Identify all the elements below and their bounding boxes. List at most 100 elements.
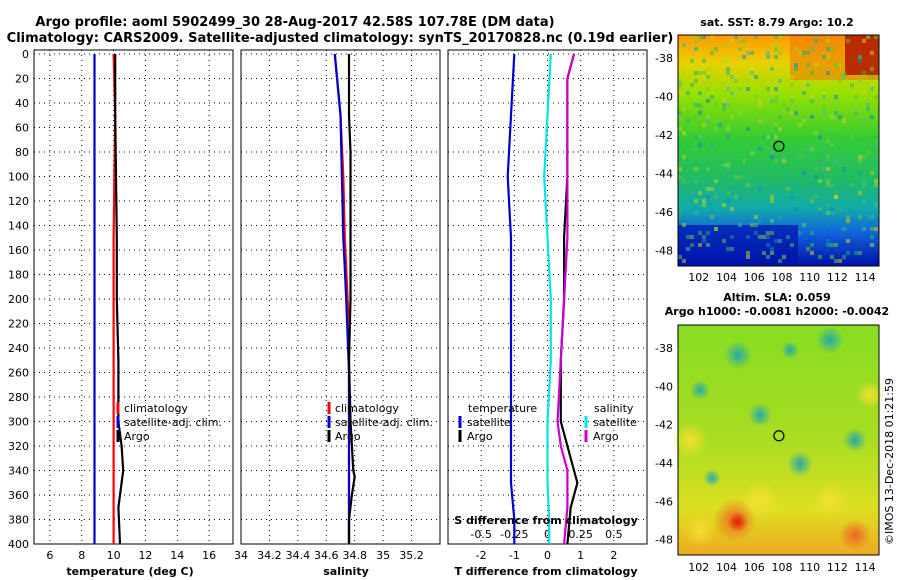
sst-pixel [866, 35, 870, 39]
sst-pixel [774, 239, 778, 243]
map-lon-tick: 114 [855, 271, 876, 284]
sst-pixel [826, 223, 830, 227]
sla-map-title2: Argo h1000: -0.0081 h2000: -0.0042 [665, 305, 889, 318]
sst-pixel [822, 107, 826, 111]
x-tick-label: 14 [170, 549, 184, 562]
x-tick-label: 10 [107, 549, 121, 562]
sst-pixel [874, 203, 878, 207]
x-tick-label: 34.4 [286, 549, 311, 562]
sst-pixel [782, 155, 786, 159]
depth-tick-label: 180 [8, 269, 29, 282]
legend-label: Argo [593, 430, 619, 443]
sst-pixel [722, 239, 726, 243]
sst-pixel [706, 75, 710, 79]
sst-pixel [770, 67, 774, 71]
sst-pixel [830, 115, 834, 119]
sst-pixel [726, 191, 730, 195]
sst-pixel [710, 187, 714, 191]
sst-pixel [854, 139, 858, 143]
sst-pixel [702, 75, 706, 79]
sst-pixel [710, 215, 714, 219]
sst-pixel [766, 87, 770, 91]
sst-pixel [750, 151, 754, 155]
depth-tick-label: 40 [15, 97, 29, 110]
temperature-legend: climatology satellite-adj. clim. Argo [116, 402, 222, 443]
map-lon-tick: 104 [716, 271, 737, 284]
sst-pixel [678, 75, 682, 79]
sst-pixel [706, 195, 710, 199]
map-lat-tick: -46 [655, 206, 673, 219]
sst-pixel [826, 203, 830, 207]
sst-pixel [766, 243, 770, 247]
difference-xlabel-top: S difference from climatology [454, 514, 638, 527]
sst-pixel [734, 35, 738, 39]
sst-pixel [698, 243, 702, 247]
eddy-yellow [672, 422, 708, 458]
sst-pixel [722, 103, 726, 107]
sst-pixel [678, 79, 682, 83]
sst-pixel [702, 239, 706, 243]
sst-pixel [850, 131, 854, 135]
sst-pixel [790, 111, 794, 115]
sst-pixel [810, 115, 814, 119]
sst-pixel [874, 135, 878, 139]
sst-pixel [734, 79, 738, 83]
sst-pixel [806, 247, 810, 251]
sst-pixel [790, 243, 794, 247]
sst-pixel [726, 43, 730, 47]
sst-pixel [834, 159, 838, 163]
sst-pixel [754, 215, 758, 219]
sst-pixel [794, 47, 798, 51]
sst-pixel [810, 95, 814, 99]
sst-pixel [766, 135, 770, 139]
sst-map-frame [677, 34, 880, 267]
sst-pixel [774, 55, 778, 59]
sst-pixel [830, 127, 834, 131]
sst-pixel [694, 199, 698, 203]
sst-pixel [746, 235, 750, 239]
sst-pixel [858, 79, 862, 83]
sst-pixel [822, 95, 826, 99]
eddy-cyan [724, 341, 752, 369]
sst-pixel [726, 87, 730, 91]
sst-pixel [726, 135, 730, 139]
sst-pixel [858, 159, 862, 163]
sst-pixel [698, 103, 702, 107]
sst-pixel [870, 51, 874, 55]
sst-pixel [722, 99, 726, 103]
sst-pixel [858, 251, 862, 255]
sst-pixel [758, 147, 762, 151]
sst-pixel [778, 175, 782, 179]
legend-label: satellite [467, 416, 511, 429]
sst-pixel [714, 127, 718, 131]
sst-pixel [810, 195, 814, 199]
sst-pixel [830, 255, 834, 259]
depth-tick-label: 280 [8, 391, 29, 404]
sst-pixel [722, 123, 726, 127]
sst-pixel [774, 47, 778, 51]
sst-pixel [814, 63, 818, 67]
sst-pixel [806, 147, 810, 151]
sst-pixel [790, 179, 794, 183]
sst-pixel [862, 119, 866, 123]
sst-pixel [702, 35, 706, 39]
sst-pixel [862, 39, 866, 43]
copyright-stamp: ©IMOS 13-Dec-2018 01:21:59 [883, 378, 896, 545]
sst-pixel [678, 167, 682, 171]
sst-pixel [858, 155, 862, 159]
sst-pixel [722, 91, 726, 95]
sst-pixel [738, 175, 742, 179]
sst-pixel [694, 39, 698, 43]
sst-pixel [686, 91, 690, 95]
eddy-cyan [703, 469, 721, 487]
sst-pixel [786, 235, 790, 239]
sst-pixel [862, 183, 866, 187]
sst-pixel [814, 39, 818, 43]
sst-pixel [810, 47, 814, 51]
sst-pixel [866, 167, 870, 171]
sst-pixel [798, 119, 802, 123]
legend-label: climatology [124, 402, 188, 415]
sst-pixel [758, 199, 762, 203]
sst-pixel [762, 135, 766, 139]
s-diff-tick-label: 0 [544, 528, 551, 541]
